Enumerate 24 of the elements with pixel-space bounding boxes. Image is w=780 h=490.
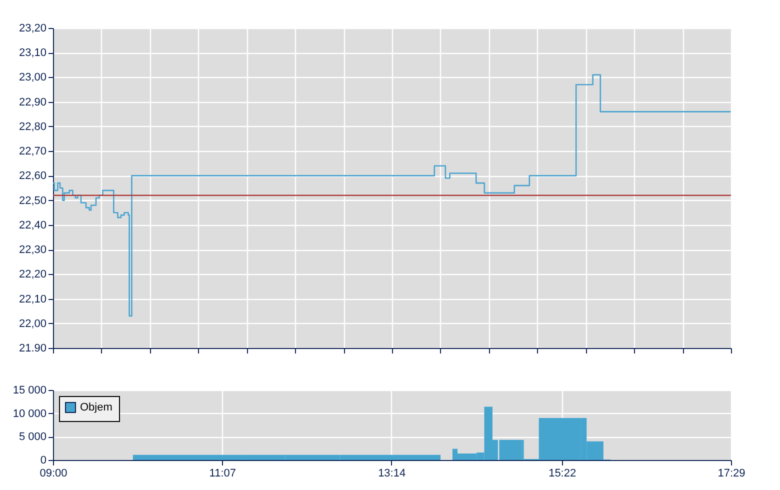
y-tick-label: 23,20 [18, 22, 46, 34]
y-tick-label: 22,40 [18, 219, 46, 232]
y-tick-label: 10 000 [12, 408, 46, 420]
y-tick-label: 15 000 [12, 384, 46, 396]
x-tick-label: 17:29 [718, 468, 746, 480]
y-tick-label: 22,90 [18, 96, 46, 108]
y-tick-label: 22,60 [18, 170, 46, 182]
x-tick-label: 09:00 [40, 468, 68, 480]
y-tick-label: 22,70 [18, 146, 46, 158]
y-tick-label: 0 [40, 454, 46, 466]
y-tick-label: 22,30 [18, 244, 46, 256]
legend-label: Objem [80, 402, 112, 414]
y-tick-label: 22,10 [18, 293, 46, 306]
y-tick-label: 5 000 [18, 431, 46, 444]
y-tick-label: 22,50 [18, 194, 46, 207]
y-tick-label: 21.90 [18, 342, 46, 354]
x-tick-label: 15:22 [548, 468, 576, 480]
x-tick-label: 13:14 [378, 468, 406, 480]
y-tick-label: 22,80 [18, 120, 46, 133]
y-tick-label: 22,20 [18, 268, 46, 281]
y-tick-label: 23,10 [18, 47, 46, 60]
y-tick-label: 22,00 [18, 318, 46, 330]
y-tick-label: 23,00 [18, 72, 46, 84]
x-tick-label: 11:07 [209, 468, 236, 480]
